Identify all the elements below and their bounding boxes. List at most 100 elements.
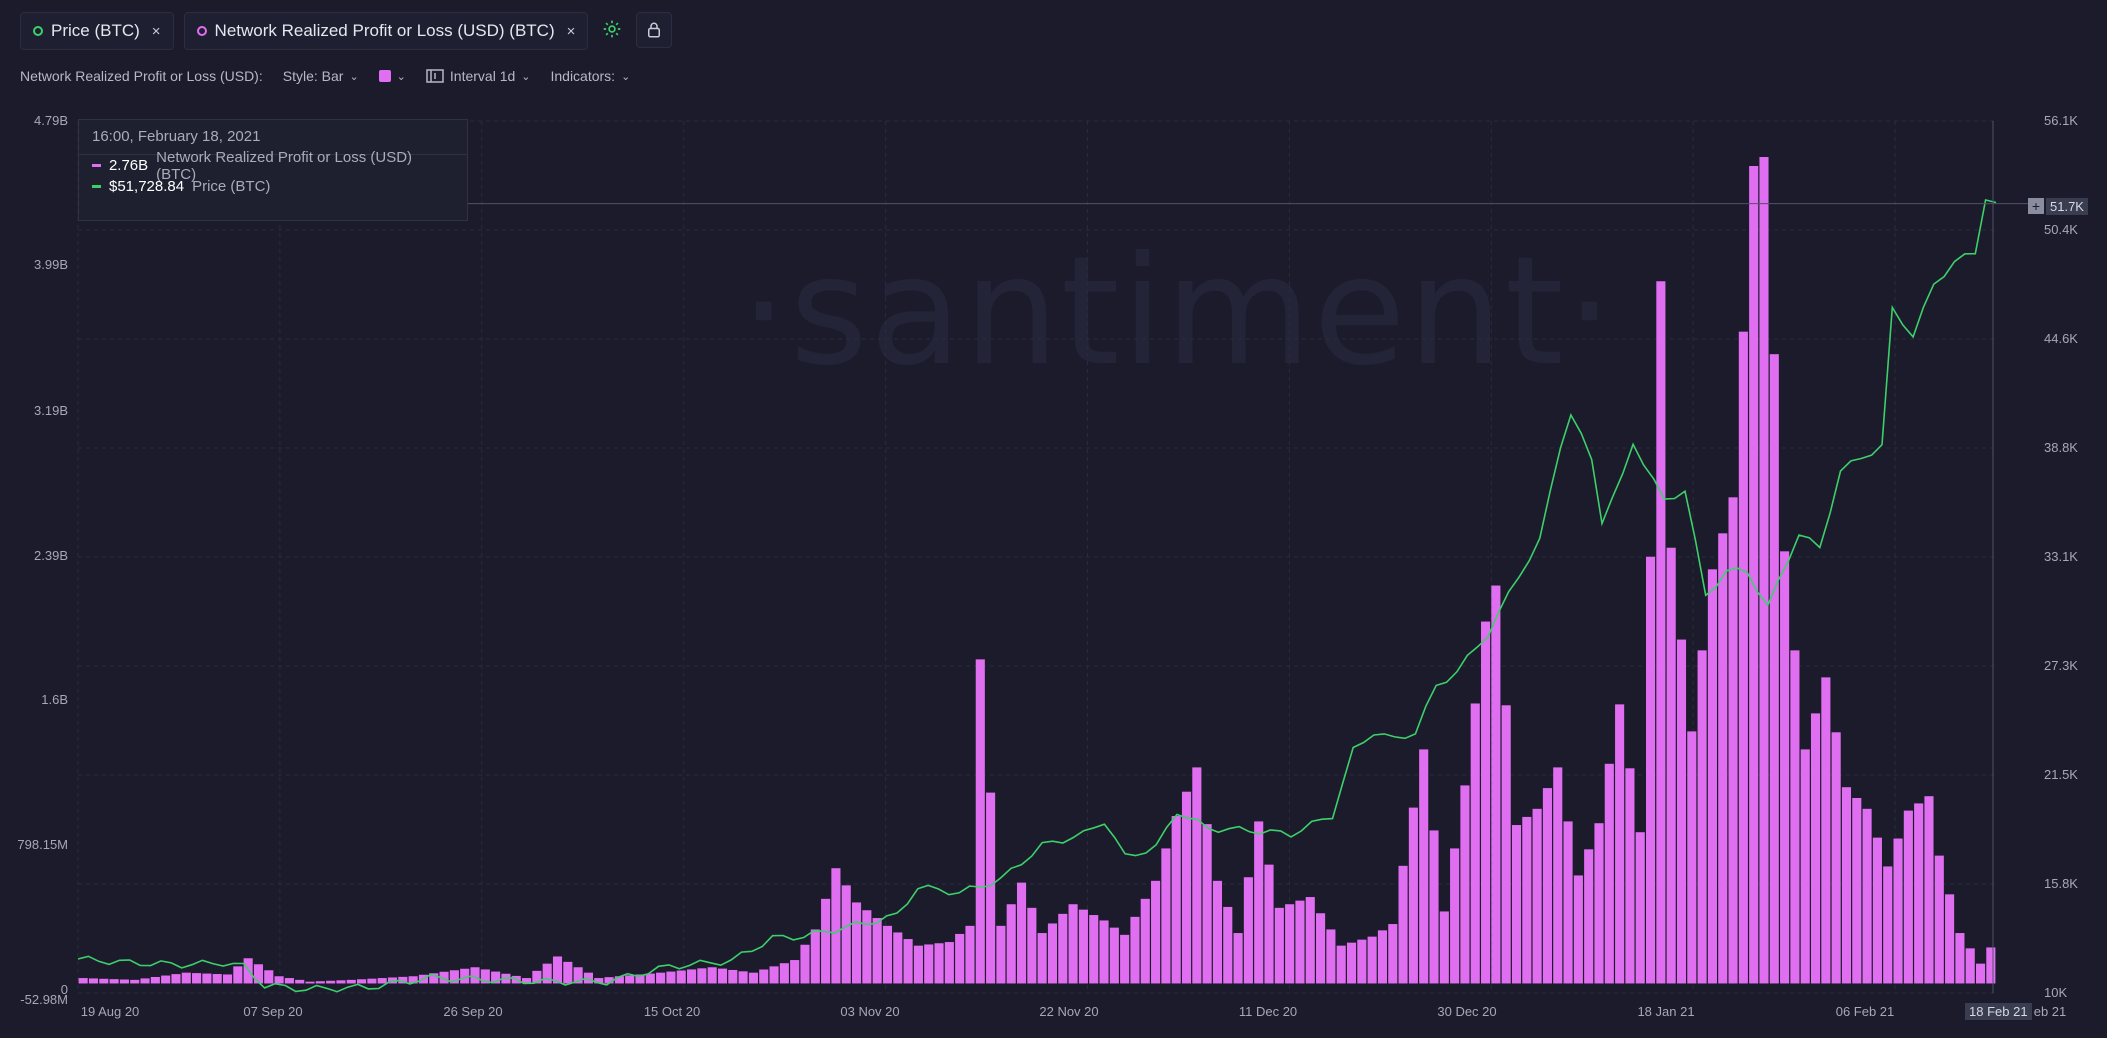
nrpl-bar <box>1285 904 1295 984</box>
nrpl-bar <box>1223 906 1233 984</box>
crosshair-date-tag: 18 Feb 21 <box>1965 1003 2032 1020</box>
nrpl-bar <box>913 945 923 984</box>
color-dropdown[interactable]: ⌄ <box>378 70 406 83</box>
plus-icon[interactable]: + <box>2028 198 2044 214</box>
nrpl-bar <box>88 978 99 984</box>
nrpl-bar <box>1563 821 1573 984</box>
indicators-dropdown[interactable]: Indicators: ⌄ <box>550 68 630 84</box>
nrpl-bar <box>697 968 707 984</box>
nrpl-bar <box>1212 880 1223 984</box>
nrpl-bar <box>1810 713 1821 984</box>
nrpl-bar <box>99 978 109 984</box>
price-marker <box>92 185 101 188</box>
tab-price[interactable]: Price (BTC) × <box>20 12 174 50</box>
nrpl-bar <box>1955 933 1965 984</box>
nrpl-bar <box>1893 838 1903 984</box>
nrpl-bar <box>944 942 954 984</box>
nrpl-bar <box>192 973 202 984</box>
nrpl-bar <box>315 981 325 984</box>
nrpl-bar <box>594 978 604 984</box>
nrpl-bar <box>171 974 181 984</box>
nrpl-bar <box>1759 157 1769 984</box>
nrpl-bar <box>1037 933 1047 984</box>
y-left-tick-label: -52.98M <box>20 992 68 1007</box>
nrpl-bar <box>1047 923 1058 984</box>
chevron-down-icon: ⌄ <box>396 70 406 83</box>
nrpl-bar <box>645 973 655 984</box>
style-dropdown[interactable]: Style: Bar ⌄ <box>283 68 359 84</box>
chevron-down-icon: ⌄ <box>621 70 631 83</box>
nrpl-dot-icon <box>196 26 207 36</box>
tab-nrpl[interactable]: Network Realized Profit or Loss (USD) (B… <box>183 12 589 50</box>
close-icon[interactable]: × <box>566 22 576 40</box>
nrpl-bar <box>1295 900 1305 984</box>
nrpl-bar <box>542 963 552 984</box>
nrpl-bar <box>480 969 490 984</box>
nrpl-bar <box>1625 768 1635 984</box>
x-tick-label: 06 Feb 21 <box>1835 1004 1895 1019</box>
nrpl-marker <box>92 164 101 167</box>
color-swatch <box>378 70 391 82</box>
nrpl-bar <box>1357 939 1367 984</box>
calendar-icon <box>426 69 444 83</box>
nrpl-bar <box>1542 788 1552 984</box>
nrpl-bar <box>1604 763 1614 984</box>
lock-button[interactable] <box>636 12 673 48</box>
y-left-tick-label: 0 <box>60 982 68 997</box>
nrpl-bar <box>707 967 717 984</box>
nrpl-bar <box>1078 909 1088 984</box>
tab-price-label: Price (BTC) <box>51 21 140 40</box>
lock-icon <box>648 22 661 38</box>
nrpl-bar <box>233 966 243 984</box>
nrpl-bar <box>1460 785 1470 984</box>
nrpl-bar <box>264 970 274 984</box>
nrpl-bar <box>1573 875 1583 984</box>
nrpl-bar <box>1501 705 1511 984</box>
x-tick-label: 15 Oct 20 <box>643 1004 701 1019</box>
nrpl-bar <box>1470 703 1480 984</box>
nrpl-bar <box>552 956 563 984</box>
y-left-tick-label: 1.6B <box>41 692 68 707</box>
nrpl-bar <box>1099 920 1109 984</box>
nrpl-bar <box>357 979 367 984</box>
nrpl-bar <box>1841 787 1852 984</box>
nrpl-bar <box>1326 929 1336 984</box>
chevron-down-icon: ⌄ <box>349 70 359 83</box>
nrpl-bar <box>1914 803 1924 984</box>
nrpl-bar <box>1192 767 1202 984</box>
nrpl-bar <box>748 972 758 984</box>
settings-button[interactable] <box>598 12 626 46</box>
nrpl-bar <box>1377 930 1388 984</box>
interval-dropdown[interactable]: Interval 1d ⌄ <box>426 68 530 84</box>
nrpl-bar <box>1718 533 1728 984</box>
nrpl-bar <box>1945 894 1955 984</box>
nrpl-bar <box>1140 898 1150 984</box>
nrpl-bar <box>449 970 459 984</box>
nrpl-bar <box>1016 882 1027 984</box>
nrpl-bar <box>872 918 882 984</box>
nrpl-bar <box>491 971 501 984</box>
nrpl-bar <box>676 970 686 984</box>
nrpl-bar <box>790 960 800 984</box>
nrpl-bar <box>387 977 398 984</box>
nrpl-bar <box>1346 942 1357 984</box>
nrpl-bar <box>460 968 470 984</box>
nrpl-bar <box>1903 810 1913 984</box>
tooltip-date: 16:00, February 18, 2021 <box>79 120 467 155</box>
nrpl-bar <box>841 885 851 984</box>
nrpl-bar <box>1305 897 1315 984</box>
nrpl-bar <box>1243 877 1253 984</box>
close-icon[interactable]: × <box>151 22 161 40</box>
y-right-tick-label: 38.8K <box>2044 440 2078 455</box>
style-label: Style: Bar <box>282 68 344 84</box>
nrpl-bar <box>1780 551 1790 984</box>
tooltip-price-label: Price (BTC) <box>192 178 271 195</box>
x-tick-label: 07 Sep 20 <box>243 1004 303 1019</box>
nrpl-bar <box>295 979 305 984</box>
price-dot-icon <box>33 26 43 36</box>
nrpl-bar <box>1584 849 1594 984</box>
nrpl-bar <box>573 967 583 984</box>
nrpl-bar <box>1676 639 1687 984</box>
nrpl-bar <box>1687 731 1697 984</box>
